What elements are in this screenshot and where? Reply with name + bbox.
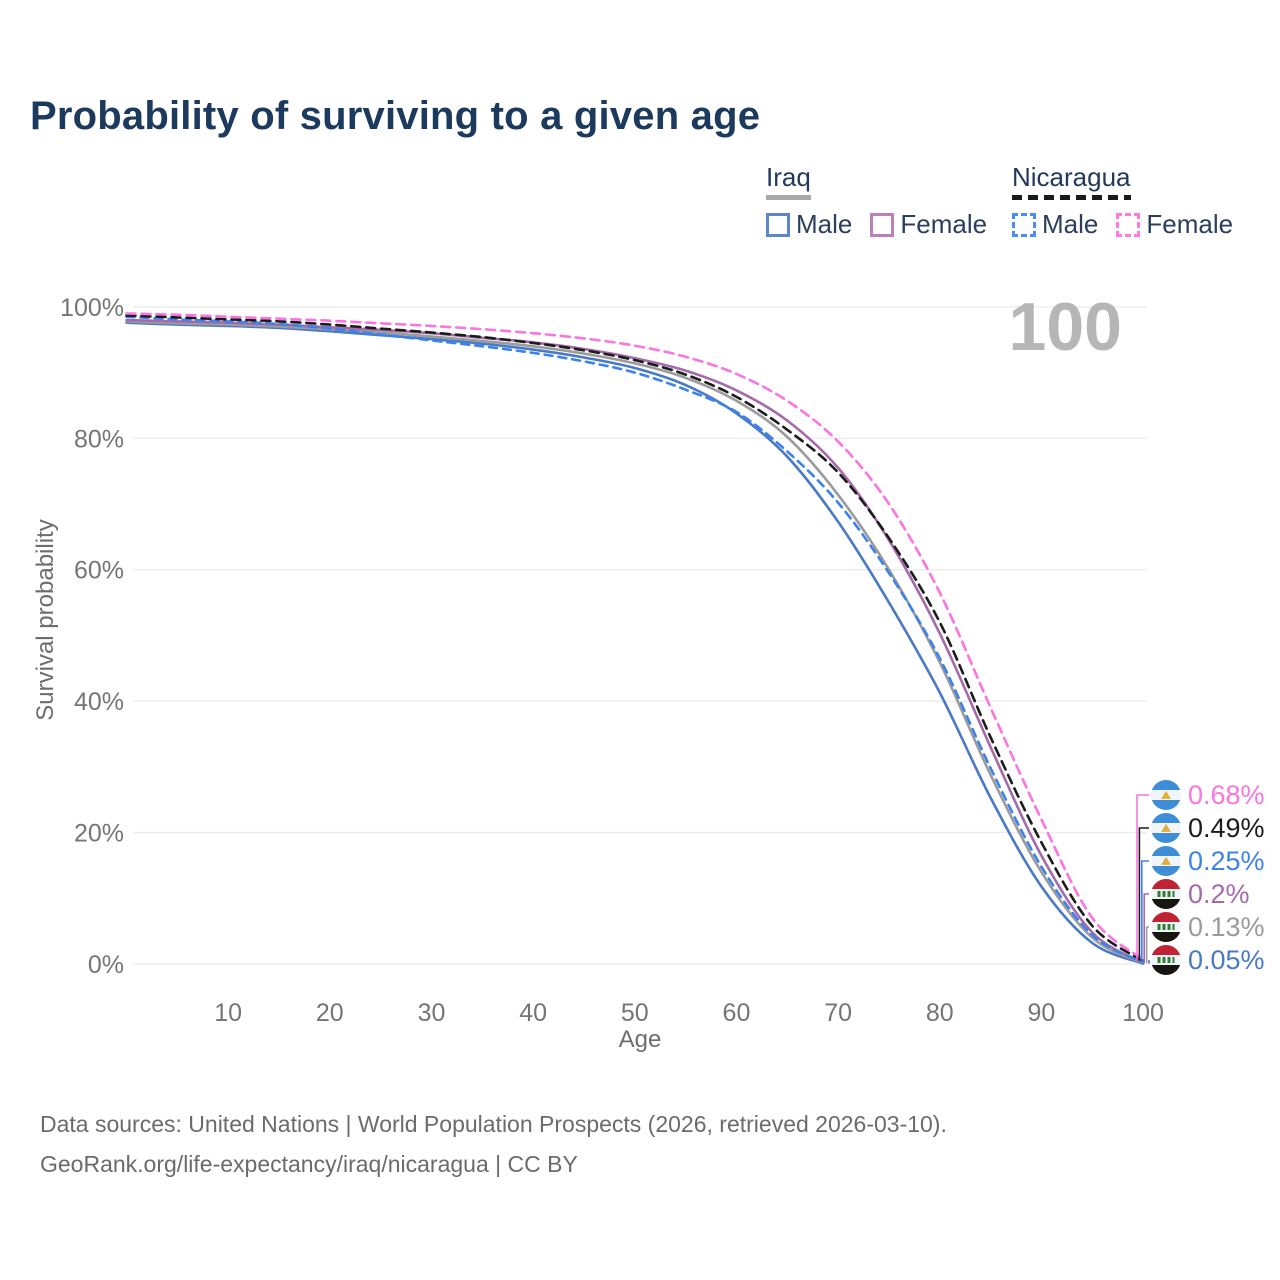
legend-country-nicaragua: Nicaragua — [1012, 162, 1131, 200]
end-label-connector-iraq-female — [1143, 893, 1149, 963]
legend-swatch-icon — [766, 212, 790, 237]
end-value-nicaragua-male: 0.25% — [1188, 845, 1265, 876]
legend-swatch-icon — [870, 212, 895, 237]
x-axis-title: Age — [618, 1026, 662, 1053]
end-label-nicaragua-male: 0.25% — [1151, 845, 1265, 877]
y-tick-40%: 40% — [74, 688, 124, 716]
end-value-iraq-male: 0.05% — [1188, 944, 1265, 975]
legend-item-label: Female — [900, 209, 988, 239]
nicaragua-flag-icon — [1151, 813, 1181, 843]
x-tick-60: 60 — [723, 999, 751, 1027]
footer-sources: Data sources: United Nations | World Pop… — [40, 1111, 947, 1137]
footer: Data sources: United Nations | World Pop… — [40, 1104, 947, 1184]
page-title: Probability of surviving to a given age — [30, 94, 761, 138]
series-line-nicaragua-female[interactable] — [125, 312, 1145, 961]
x-tick-90: 90 — [1028, 999, 1056, 1027]
iraq-flag-icon — [1151, 879, 1181, 909]
x-tick-40: 40 — [519, 999, 547, 1027]
end-label-connector-nicaragua-both — [1138, 827, 1149, 961]
x-tick-80: 80 — [926, 999, 954, 1027]
y-tick-80%: 80% — [74, 425, 124, 453]
end-label-iraq-male: 0.05% — [1151, 944, 1265, 976]
end-value-iraq-both: 0.13% — [1188, 911, 1265, 942]
nicaragua-flag-icon — [1151, 846, 1181, 876]
legend-group-nicaragua: Nicaragua Male Female — [1012, 162, 1233, 240]
end-label-nicaragua-female: 0.68% — [1151, 779, 1265, 811]
legend-swatch-icon — [1012, 212, 1036, 237]
legend-item-iraq-male[interactable]: Male — [766, 209, 852, 240]
x-tick-20: 20 — [316, 999, 344, 1027]
end-label-connector-nicaragua-male — [1141, 860, 1149, 963]
series-line-nicaragua-male[interactable] — [125, 315, 1145, 964]
legend-country-label: Nicaragua — [1012, 162, 1131, 192]
end-label-connector-iraq-both — [1145, 926, 1149, 964]
series-line-iraq-female[interactable] — [125, 318, 1145, 964]
iraq-flag-icon — [1151, 912, 1181, 942]
y-tick-100%: 100% — [60, 294, 124, 322]
legend-group-iraq: Iraq Male Female — [766, 162, 987, 240]
end-value-nicaragua-both: 0.49% — [1188, 812, 1265, 843]
y-tick-60%: 60% — [74, 557, 124, 585]
y-tick-0%: 0% — [88, 951, 124, 979]
y-axis-title: Survival probability — [32, 519, 59, 721]
iraq-flag-icon — [1151, 945, 1181, 975]
end-label-iraq-female: 0.2% — [1151, 878, 1250, 910]
legend-item-label: Female — [1146, 209, 1234, 239]
legend-swatch-icon — [1116, 212, 1141, 237]
legend-country-underline-swatch — [766, 195, 811, 200]
end-value-nicaragua-female: 0.68% — [1188, 779, 1265, 810]
x-tick-100: 100 — [1122, 999, 1164, 1027]
end-value-iraq-female: 0.2% — [1188, 878, 1250, 909]
footer-attribution: GeoRank.org/life-expectancy/iraq/nicarag… — [40, 1151, 578, 1177]
legend-item-label: Male — [1042, 209, 1099, 239]
legend-item-label: Male — [796, 209, 853, 239]
end-label-nicaragua-both: 0.49% — [1151, 812, 1265, 844]
legend-country-underline-swatch — [1012, 195, 1131, 200]
x-tick-10: 10 — [214, 999, 242, 1027]
legend-item-nicaragua-male[interactable]: Male — [1012, 209, 1098, 240]
x-tick-70: 70 — [824, 999, 852, 1027]
series-line-iraq-both[interactable] — [125, 320, 1145, 965]
end-label-connector-nicaragua-female — [1136, 794, 1149, 960]
legend-country-iraq: Iraq — [766, 162, 811, 200]
legend-item-nicaragua-female[interactable]: Female — [1116, 209, 1233, 240]
end-label-iraq-both: 0.13% — [1151, 911, 1265, 943]
series-line-nicaragua-both[interactable] — [125, 314, 1145, 963]
y-tick-20%: 20% — [74, 820, 124, 848]
x-tick-50: 50 — [621, 999, 649, 1027]
x-tick-30: 30 — [418, 999, 446, 1027]
hovered-age-watermark: 100 — [1008, 289, 1122, 365]
series-line-iraq-male[interactable] — [125, 321, 1145, 965]
legend-item-iraq-female[interactable]: Female — [870, 209, 987, 240]
legend-country-label: Iraq — [766, 162, 811, 192]
nicaragua-flag-icon — [1151, 780, 1181, 810]
